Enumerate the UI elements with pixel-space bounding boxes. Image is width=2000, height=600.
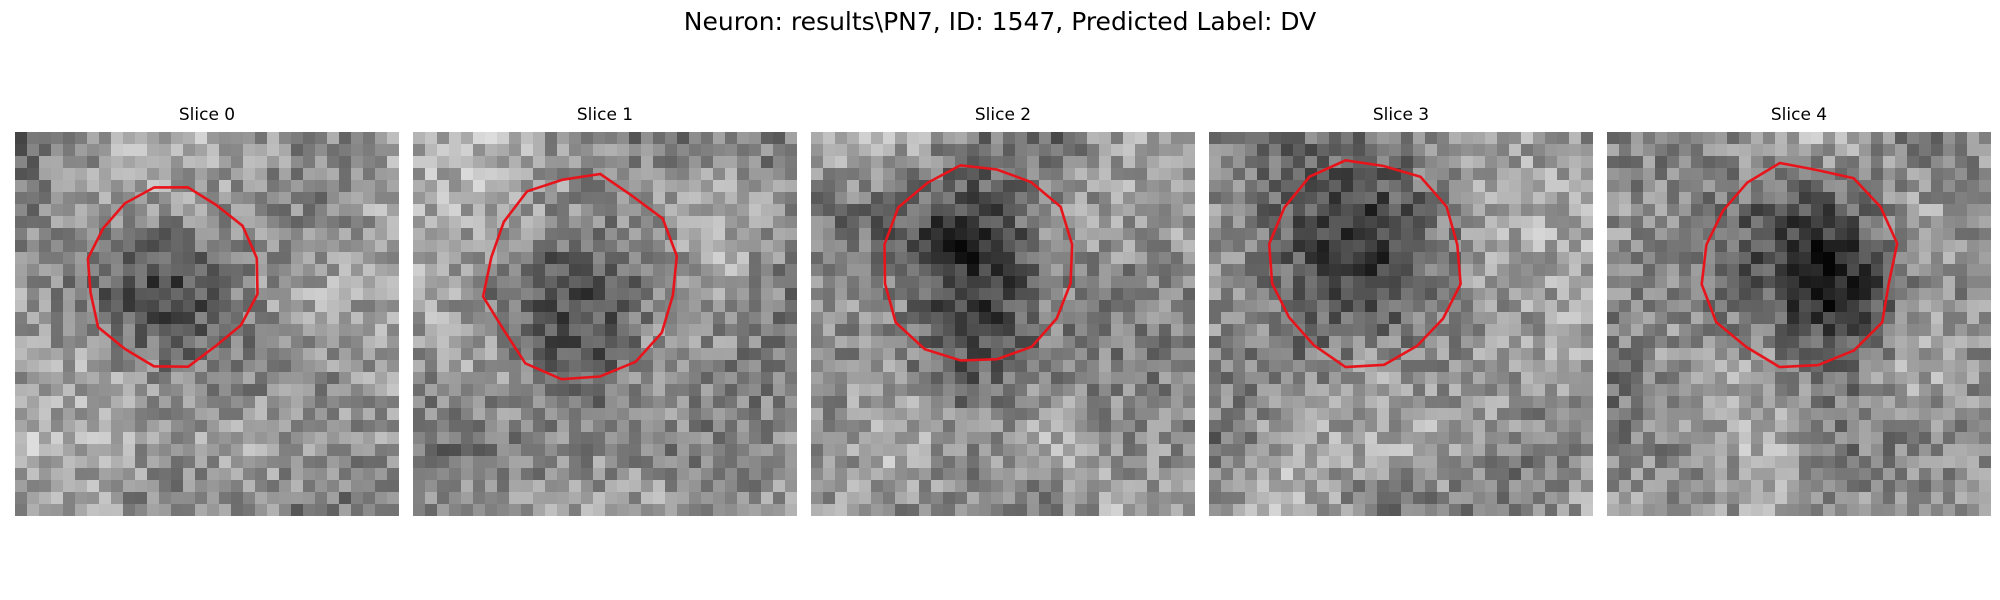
- figure-title: Neuron: results\PN7, ID: 1547, Predicted…: [683, 7, 1317, 36]
- slice-panel-0: Slice 0: [15, 104, 399, 516]
- slice-image: [15, 132, 399, 516]
- slice-panel-2: Slice 2: [811, 104, 1195, 516]
- slice-panel-4: Slice 4: [1607, 104, 1991, 516]
- roi-contour: [86, 185, 259, 369]
- slice-image: [811, 132, 1195, 516]
- slice-title: Slice 3: [1372, 105, 1430, 125]
- slice-title: Slice 0: [178, 105, 236, 125]
- slice-image: [1607, 132, 1991, 516]
- slice-image: [1209, 132, 1593, 516]
- slice-title: Slice 4: [1770, 105, 1828, 125]
- roi-contour: [481, 172, 679, 381]
- roi-contour: [1700, 161, 1899, 369]
- slice-image: [413, 132, 797, 516]
- slice-title: Slice 2: [974, 105, 1032, 125]
- slice-title: Slice 1: [576, 105, 634, 125]
- slice-panel-1: Slice 1: [413, 104, 797, 516]
- slice-panel-3: Slice 3: [1209, 104, 1593, 516]
- roi-contour: [883, 163, 1074, 362]
- roi-contour: [1267, 159, 1462, 369]
